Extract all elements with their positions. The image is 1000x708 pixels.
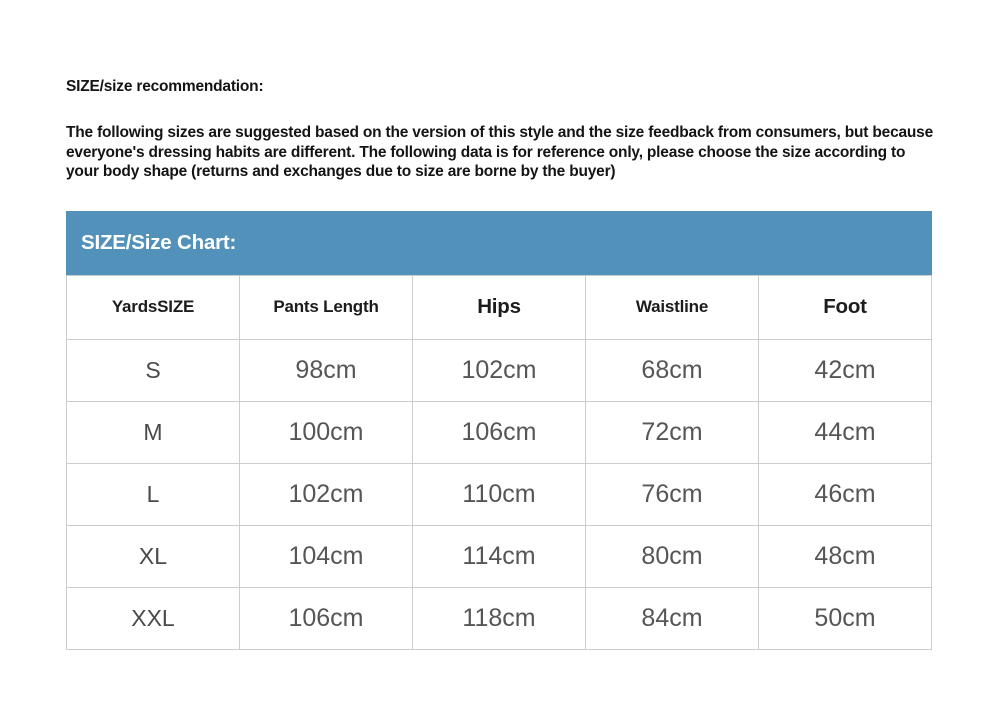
size-chart-title: SIZE/Size Chart: <box>81 230 237 254</box>
foot-cell: 44cm <box>758 400 932 464</box>
size-cell: S <box>66 338 240 402</box>
foot-cell: 46cm <box>758 462 932 526</box>
size-cell: XXL <box>66 586 240 650</box>
waistline-cell: 80cm <box>585 524 759 588</box>
column-header-yards-size: YardsSIZE <box>66 274 240 340</box>
recommendation-heading: SIZE/size recommendation: <box>66 78 264 95</box>
hips-cell: 106cm <box>412 400 586 464</box>
waistline-cell: 76cm <box>585 462 759 526</box>
recommendation-body: The following sizes are suggested based … <box>66 124 934 180</box>
table-header-row: YardsSIZE Pants Length Hips Waistline Fo… <box>66 274 932 340</box>
pants-length-cell: 104cm <box>239 524 413 588</box>
column-header-foot: Foot <box>758 274 932 340</box>
hips-cell: 110cm <box>412 462 586 526</box>
table-row-l: L 102cm 110cm 76cm 46cm <box>66 462 932 526</box>
waistline-cell: 72cm <box>585 400 759 464</box>
pants-length-cell: 106cm <box>239 586 413 650</box>
size-chart-table: YardsSIZE Pants Length Hips Waistline Fo… <box>66 274 932 650</box>
table-row-m: M 100cm 106cm 72cm 44cm <box>66 400 932 464</box>
waistline-cell: 68cm <box>585 338 759 402</box>
foot-cell: 50cm <box>758 586 932 650</box>
table-row-xxl: XXL 106cm 118cm 84cm 50cm <box>66 586 932 650</box>
hips-cell: 118cm <box>412 586 586 650</box>
pants-length-cell: 98cm <box>239 338 413 402</box>
table-row-xl: XL 104cm 114cm 80cm 48cm <box>66 524 932 588</box>
hips-cell: 102cm <box>412 338 586 402</box>
foot-cell: 48cm <box>758 524 932 588</box>
hips-cell: 114cm <box>412 524 586 588</box>
size-chart-title-bar: SIZE/Size Chart: <box>66 210 932 275</box>
foot-cell: 42cm <box>758 338 932 402</box>
size-cell: XL <box>66 524 240 588</box>
pants-length-cell: 102cm <box>239 462 413 526</box>
column-header-hips: Hips <box>412 274 586 340</box>
column-header-pants-length: Pants Length <box>239 274 413 340</box>
size-cell: M <box>66 400 240 464</box>
pants-length-cell: 100cm <box>239 400 413 464</box>
column-header-waistline: Waistline <box>585 274 759 340</box>
size-cell: L <box>66 462 240 526</box>
size-chart-section: SIZE/Size Chart: YardsSIZE Pants Length … <box>66 210 932 650</box>
waistline-cell: 84cm <box>585 586 759 650</box>
table-row-s: S 98cm 102cm 68cm 42cm <box>66 338 932 402</box>
